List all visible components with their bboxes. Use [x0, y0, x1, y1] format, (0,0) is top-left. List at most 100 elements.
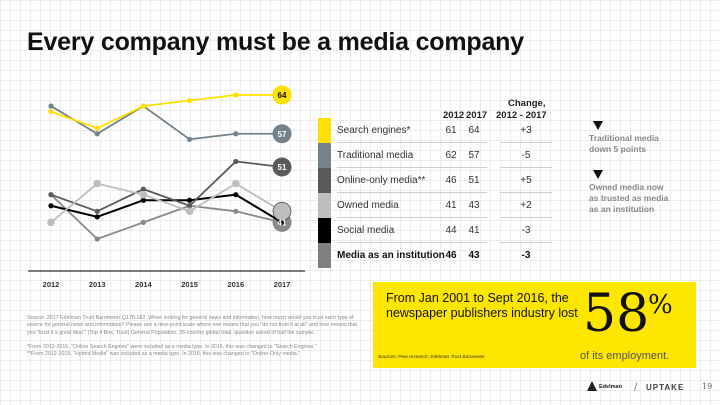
page-title: Every company must be a media company [27, 28, 524, 56]
color-swatch [318, 143, 331, 168]
data-point [187, 197, 193, 203]
x-tick-label: 2014 [135, 280, 153, 289]
data-point [140, 219, 146, 225]
end-value-label: 41 [278, 218, 287, 227]
row-divider [500, 242, 552, 243]
callout-big-number: 58 [583, 284, 650, 344]
data-point [93, 179, 101, 188]
data-point [48, 109, 54, 115]
row-divider [337, 167, 487, 168]
row-divider [500, 167, 552, 168]
value-2012: 46 [445, 250, 457, 261]
value-change: -5 [521, 150, 531, 161]
data-point [187, 136, 193, 142]
value-2017: 41 [468, 225, 480, 236]
brand-separator: / [634, 380, 638, 394]
color-swatch [318, 243, 331, 268]
x-tick-label: 2013 [89, 280, 106, 289]
data-point [139, 190, 148, 199]
table-row: Social media 44 41 -3 [318, 218, 558, 243]
employment-callout: From Jan 2001 to Sept 2016, the newspape… [373, 282, 696, 368]
data-point [94, 125, 100, 131]
table-row: Media as an institution 46 43 -3 [318, 243, 558, 268]
value-2017: 57 [468, 150, 480, 161]
end-value-label: 57 [278, 130, 287, 139]
value-change: +5 [520, 175, 532, 186]
data-point [47, 218, 55, 227]
data-point [140, 186, 146, 192]
value-change: -3 [521, 250, 531, 261]
x-tick-label: 2012 [43, 280, 60, 289]
end-value-marker [272, 157, 292, 177]
data-point [48, 203, 54, 209]
row-label: Search engines* [337, 125, 411, 136]
down-triangle-icon [593, 121, 603, 130]
data-point [48, 192, 54, 198]
page-number: 19 [702, 382, 713, 391]
data-point [187, 97, 193, 104]
data-point [233, 92, 239, 98]
callout-percent: % [648, 290, 673, 320]
series-line [50, 182, 283, 224]
value-2012: 61 [445, 125, 457, 136]
row-divider [337, 242, 487, 243]
header-change-line2: 2012 - 2017 [496, 110, 547, 121]
end-value-label: 64 [278, 91, 287, 100]
data-point [233, 192, 239, 198]
row-label: Social media [337, 225, 395, 236]
data-point [187, 203, 193, 209]
data-point [140, 197, 146, 203]
end-value-marker [272, 124, 292, 144]
value-2017: 64 [468, 125, 480, 136]
series-line [50, 160, 283, 213]
callout-source: Sources: Pew research; Edelman Trust Bar… [378, 355, 485, 360]
value-2012: 62 [445, 150, 457, 161]
row-divider [337, 192, 487, 193]
data-point [233, 131, 239, 137]
row-label: Owned media [337, 200, 399, 211]
color-swatch [318, 168, 331, 193]
series-line [50, 194, 283, 241]
color-swatch [318, 118, 331, 143]
header-2012: 2012 [443, 110, 465, 121]
row-divider [337, 142, 487, 143]
value-2017: 51 [468, 175, 480, 186]
uptake-brand: UPTAKE [646, 383, 685, 392]
color-swatch [318, 193, 331, 218]
table-header: 2012 2017 Change, 2012 - 2017 [318, 96, 558, 121]
value-change: +2 [520, 200, 532, 211]
data-point [272, 201, 292, 221]
series-line [50, 193, 283, 224]
value-2012: 41 [445, 200, 457, 211]
end-value-label: 51 [278, 163, 287, 172]
data-point [94, 214, 100, 220]
data-point [233, 158, 239, 165]
table-row: Search engines* 61 64 +3 [318, 118, 558, 143]
down-triangle-icon [593, 170, 603, 179]
header-2017: 2017 [466, 110, 488, 121]
row-divider [500, 192, 552, 193]
x-tick-label: 2017 [274, 280, 291, 289]
data-point [279, 219, 285, 225]
note-owned-media: Owned media now as trusted as media as a… [589, 182, 669, 214]
data-point [233, 208, 239, 214]
source-footnote: Source: 2017 Edelman Trust Barometer Q17… [27, 315, 358, 358]
data-point [232, 179, 240, 188]
edelman-logo-icon [587, 381, 597, 391]
table-row: Online-only media** 46 51 +5 [318, 168, 558, 193]
row-label: Online-only media** [337, 175, 426, 186]
row-label: Traditional media [337, 150, 414, 161]
series-line [50, 94, 282, 130]
data-point [48, 103, 54, 109]
value-change: +3 [520, 125, 532, 136]
data-point [94, 131, 100, 137]
table-row: Traditional media 62 57 -5 [318, 143, 558, 168]
row-divider [500, 142, 552, 143]
value-change: -3 [521, 225, 531, 236]
data-point [140, 103, 146, 109]
callout-text: From Jan 2001 to Sept 2016, the newspape… [386, 291, 578, 320]
value-2017: 43 [468, 250, 480, 261]
note-traditional-media: Traditional media down 5 points [589, 133, 659, 154]
data-point [94, 208, 100, 214]
